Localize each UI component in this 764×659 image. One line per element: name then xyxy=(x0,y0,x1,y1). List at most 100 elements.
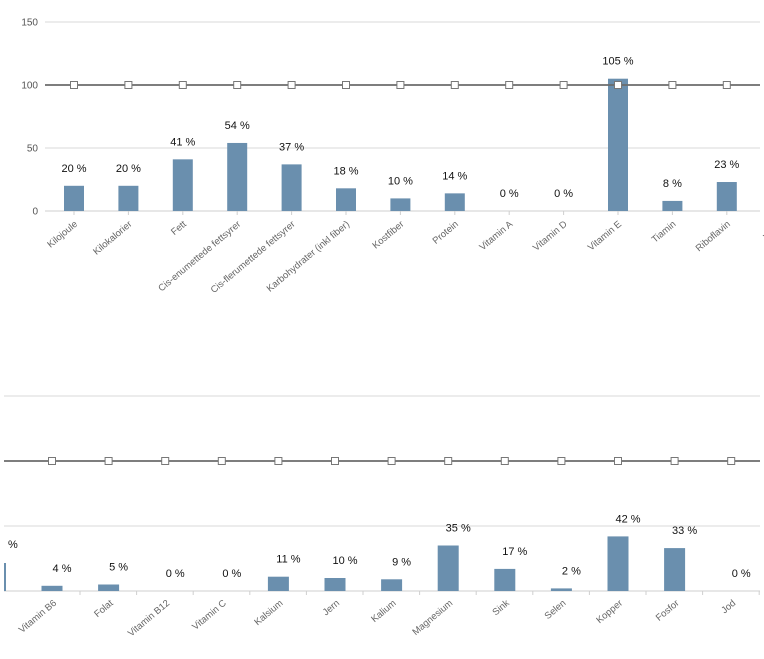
data-label: 9 % xyxy=(392,556,411,568)
data-label: 0 % xyxy=(732,568,751,580)
data-label: 2 % xyxy=(562,565,581,577)
y-tick-label: 0 xyxy=(32,207,38,218)
data-label: 10 % xyxy=(332,555,357,567)
x-tick-label: Magnesium xyxy=(410,598,455,638)
bar xyxy=(608,78,628,211)
partial-bar xyxy=(4,563,6,591)
data-label: 0 % xyxy=(166,568,185,580)
x-tick-label: Kalium xyxy=(369,598,398,625)
reference-marker xyxy=(233,81,242,89)
data-label: 4 % xyxy=(53,563,72,575)
reference-marker xyxy=(670,457,679,465)
partial-data-label: % xyxy=(8,539,18,551)
data-label: 10 % xyxy=(388,175,413,187)
x-tick-label: Vitamin D xyxy=(531,219,570,254)
bar xyxy=(41,585,63,591)
reference-marker xyxy=(161,457,170,465)
x-tick-label: Folat xyxy=(92,598,116,620)
data-label: 105 % xyxy=(602,56,633,68)
x-tick-label: Protein xyxy=(431,219,461,247)
x-tick-label: Vitamin E xyxy=(586,219,624,253)
bar xyxy=(390,198,411,211)
reference-marker xyxy=(331,457,339,465)
chart-top: 0 50 100 150 20 % Kilojoule 20 % Kilokalorier 41… xyxy=(21,18,764,296)
data-label: 0 % xyxy=(554,188,573,200)
reference-marker xyxy=(450,81,459,89)
reference-marker xyxy=(342,81,350,89)
reference-marker xyxy=(396,81,405,89)
reference-marker xyxy=(505,81,514,89)
reference-marker xyxy=(500,457,509,465)
reference-marker xyxy=(124,81,133,89)
x-tick-label: Vitamin B6 xyxy=(17,598,59,636)
bar xyxy=(172,159,193,211)
data-label: 20 % xyxy=(116,163,141,175)
data-label: 23 % xyxy=(714,159,739,171)
data-label: 33 % xyxy=(672,525,697,537)
data-label: 41 % xyxy=(170,136,195,148)
x-tick-label: Fosfor xyxy=(654,598,682,624)
bar xyxy=(664,548,686,591)
reference-marker xyxy=(727,457,736,465)
bar xyxy=(281,164,302,211)
bar xyxy=(64,185,84,211)
chart-bottom: % 4 % Vitamin B6 5 % Folat 0 % Vitamin B12 0 % V… xyxy=(4,395,760,639)
bar xyxy=(336,188,356,211)
y-tick-label: 50 xyxy=(27,144,39,155)
bar xyxy=(607,536,629,591)
bar xyxy=(227,142,248,211)
x-tick-label: Selen xyxy=(543,598,569,622)
data-label: 18 % xyxy=(333,165,358,177)
reference-marker xyxy=(70,81,78,89)
reference-marker xyxy=(668,81,677,89)
reference-marker xyxy=(444,457,453,465)
reference-marker xyxy=(614,81,622,89)
data-label: 20 % xyxy=(61,163,86,175)
data-label: 17 % xyxy=(502,546,527,558)
y-tick-label: 150 xyxy=(21,18,38,29)
x-tick-label: Vitamin C xyxy=(190,598,229,633)
bar xyxy=(267,576,289,591)
x-tick-label: Kalsium xyxy=(252,598,285,628)
data-label: 14 % xyxy=(442,170,467,182)
data-label: 42 % xyxy=(615,513,640,525)
x-tick-label: Jern xyxy=(321,598,342,618)
x-tick-label: Kilokalorier xyxy=(91,219,134,258)
bar xyxy=(381,579,403,591)
data-label: 35 % xyxy=(446,523,471,535)
x-tick-label: Riboflavin xyxy=(694,219,733,254)
data-label: 11 % xyxy=(276,554,300,566)
reference-marker xyxy=(559,81,568,89)
x-tick-label: Vitamin B12 xyxy=(126,598,172,639)
data-label: 0 % xyxy=(500,188,519,200)
bar xyxy=(444,193,465,211)
x-tick-label: Tiamin xyxy=(650,219,679,246)
bar xyxy=(437,545,459,591)
bar xyxy=(118,185,139,211)
x-tick-label: Vitamin A xyxy=(477,218,515,253)
x-tick-label: Kilojoule xyxy=(45,219,80,251)
reference-marker xyxy=(48,457,56,465)
bar xyxy=(662,200,683,211)
reference-marker xyxy=(557,457,566,465)
data-label: 54 % xyxy=(225,120,250,132)
data-label: 0 % xyxy=(222,568,241,580)
reference-marker xyxy=(178,81,187,89)
y-tick-label: 100 xyxy=(21,81,38,92)
reference-marker xyxy=(614,457,622,465)
data-label: 8 % xyxy=(663,178,682,190)
x-tick-label: Jod xyxy=(719,598,738,616)
bar xyxy=(494,568,516,591)
data-label: 5 % xyxy=(109,562,128,574)
bar xyxy=(550,588,572,591)
x-tick-label: Sink xyxy=(490,598,511,618)
x-tick-label: Fett xyxy=(169,219,189,238)
bar xyxy=(98,584,120,591)
bar xyxy=(716,182,737,211)
reference-marker xyxy=(274,457,283,465)
x-tick-label: Kostfiber xyxy=(371,219,407,252)
reference-marker xyxy=(287,81,296,89)
reference-marker xyxy=(217,457,226,465)
reference-marker xyxy=(387,457,396,465)
